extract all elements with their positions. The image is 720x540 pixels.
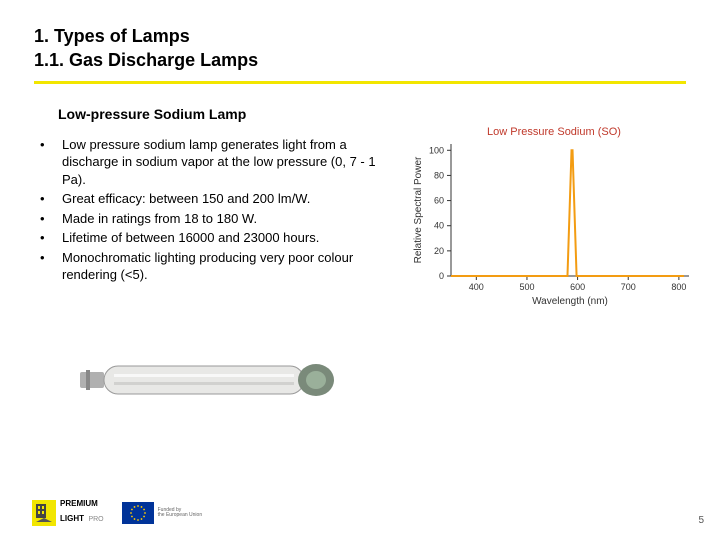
eu-logo-block: Funded by the European Union [122,502,202,524]
bullet-item: •Made in ratings from 18 to 180 W. [40,210,379,228]
eu-cap-2: the European Union [158,513,202,519]
bullet-text: Monochromatic lighting producing very po… [62,249,379,284]
footer-logos: PREMIUM LIGHT PRO Funded by the European… [32,500,202,526]
svg-text:80: 80 [434,170,444,180]
premium-light-text: PREMIUM LIGHT PRO [60,500,104,526]
bullet-dot: • [40,210,62,228]
svg-text:0: 0 [439,271,444,281]
bullet-item: •Lifetime of between 16000 and 23000 hou… [40,229,379,247]
bullet-item: •Low pressure sodium lamp generates ligh… [40,136,379,189]
svg-text:40: 40 [434,220,444,230]
svg-text:800: 800 [671,282,686,292]
premium-line2: LIGHT [60,514,84,523]
premium-light-logo: PREMIUM LIGHT PRO [32,500,104,526]
svg-text:20: 20 [434,245,444,255]
svg-text:500: 500 [519,282,534,292]
premium-line1: PREMIUM [60,500,104,508]
content-row: •Low pressure sodium lamp generates ligh… [34,136,686,286]
svg-text:700: 700 [621,282,636,292]
svg-text:60: 60 [434,195,444,205]
chart-column: Low Pressure Sodium (SO) 020406080100400… [379,136,686,286]
lamp-illustration [80,352,340,413]
bullet-item: •Great efficacy: between 150 and 200 lm/… [40,190,379,208]
bullet-text: Low pressure sodium lamp generates light… [62,136,379,189]
eu-caption: Funded by the European Union [158,508,202,519]
bullet-dot: • [40,190,62,208]
lamp-svg [80,352,340,408]
bullet-text: Made in ratings from 18 to 180 W. [62,210,379,228]
bullet-text: Lifetime of between 16000 and 23000 hour… [62,229,379,247]
svg-text:Wavelength (nm): Wavelength (nm) [532,296,608,307]
heading-underline [34,81,686,84]
bullet-dot: • [40,229,62,247]
bullet-column: •Low pressure sodium lamp generates ligh… [34,136,379,286]
premium-sub: PRO [88,516,103,523]
heading-block: 1. Types of Lamps 1.1. Gas Discharge Lam… [34,24,686,73]
svg-text:Relative Spectral Power: Relative Spectral Power [413,156,424,263]
bullet-dot: • [40,136,62,189]
heading-line-2: 1.1. Gas Discharge Lamps [34,48,686,72]
svg-text:100: 100 [429,145,444,155]
spectral-chart: 0 20 40 60 80 100 400 500 600 700 800 Wavelength (n… [409,138,699,308]
chart-title: Low Pressure Sodium (SO) [409,126,699,138]
heading-line-1: 1. Types of Lamps [34,24,686,48]
bullet-list: •Low pressure sodium lamp generates ligh… [40,136,379,284]
svg-text:600: 600 [570,282,585,292]
slide: 1. Types of Lamps 1.1. Gas Discharge Lam… [0,0,720,540]
premium-light-icon [32,500,56,526]
chart-wrap: Low Pressure Sodium (SO) 0 20 40 60 80 100 400… [409,126,699,316]
bullet-dot: • [40,249,62,284]
bullet-item: •Monochromatic lighting producing very p… [40,249,379,284]
subheading: Low-pressure Sodium Lamp [58,106,686,122]
bullet-text: Great efficacy: between 150 and 200 lm/W… [62,190,379,208]
eu-flag-icon [122,502,154,524]
page-number: 5 [698,515,704,526]
svg-text:400: 400 [469,282,484,292]
